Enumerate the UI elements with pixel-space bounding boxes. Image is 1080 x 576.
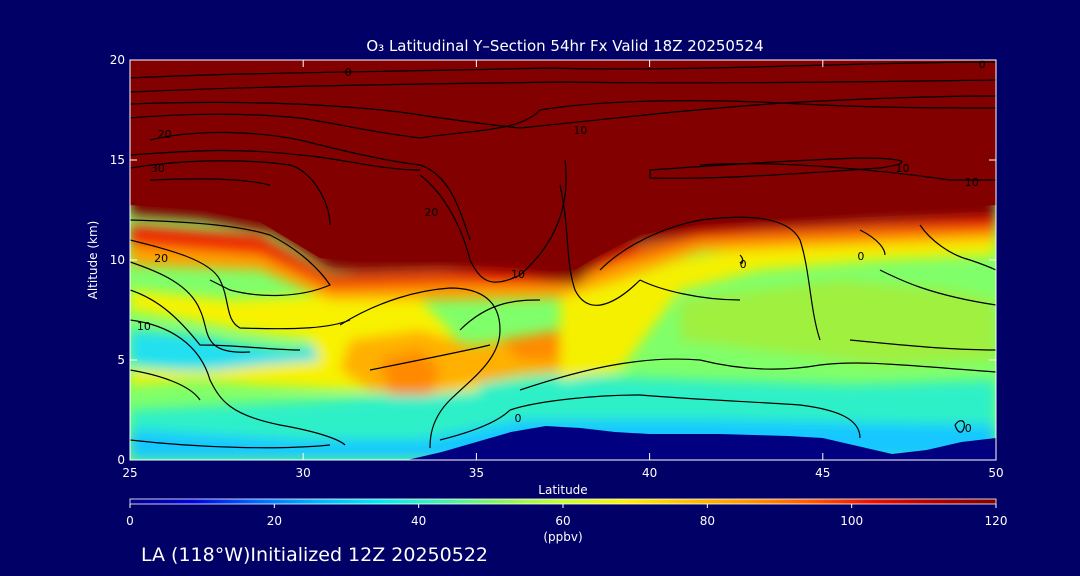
band-yellow-right bbox=[560, 235, 996, 380]
contour-line bbox=[149, 131, 471, 241]
band-cyan-left bbox=[130, 330, 330, 370]
plot-area: 0 10 10 10 0 20 30 20 20 10 10 0 0 0 0 bbox=[130, 58, 996, 460]
colorbar-tick-label: 80 bbox=[700, 514, 715, 528]
contour-line bbox=[130, 261, 251, 353]
stratosphere-core bbox=[130, 60, 996, 270]
colorbar-tick-label: 100 bbox=[840, 514, 863, 528]
contour-label: 10 bbox=[573, 124, 587, 137]
contour-line bbox=[419, 159, 567, 283]
contour-lines bbox=[130, 61, 996, 449]
contour-label: 20 bbox=[158, 128, 172, 141]
contour-line bbox=[739, 254, 744, 264]
contour-label: 30 bbox=[151, 162, 165, 175]
contour-line bbox=[130, 369, 201, 401]
colorbar-tick-label: 40 bbox=[411, 514, 426, 528]
x-tick-label: 45 bbox=[815, 466, 830, 480]
contour-line bbox=[130, 149, 421, 171]
contour-label-layer: 0 10 10 10 0 20 30 20 20 10 10 0 0 0 0 bbox=[137, 58, 986, 435]
band-red-upper bbox=[130, 218, 996, 288]
y-tick-label: 15 bbox=[110, 153, 125, 167]
contour-line bbox=[879, 269, 996, 306]
contour-line bbox=[130, 439, 331, 449]
y-axis: 0 5 10 15 20 bbox=[110, 53, 996, 467]
x-tick-label: 25 bbox=[122, 466, 137, 480]
y-tick-label: 5 bbox=[117, 353, 125, 367]
contour-line bbox=[509, 394, 861, 439]
contour-label: 20 bbox=[154, 252, 168, 265]
contour-line bbox=[699, 163, 996, 181]
x-tick-label: 50 bbox=[988, 466, 1003, 480]
contour-line bbox=[459, 299, 541, 331]
contour-line bbox=[130, 95, 996, 129]
x-axis: 25 30 35 40 45 50 bbox=[122, 60, 1004, 480]
footer-caption: LA (118°W)Initialized 12Z 20250522 bbox=[141, 544, 488, 566]
y-tick-label: 0 bbox=[117, 453, 125, 467]
contour-line bbox=[849, 339, 996, 351]
contour-line bbox=[954, 420, 965, 433]
colorbar-ticks: 0 20 40 60 80 100 120 bbox=[126, 504, 1007, 528]
x-tick-label: 30 bbox=[296, 466, 311, 480]
terrain-mask bbox=[130, 426, 996, 460]
colorbar-unit: (ppbv) bbox=[543, 530, 582, 544]
contour-line bbox=[130, 79, 996, 93]
contour-label: 0 bbox=[514, 412, 521, 425]
contour-label: 0 bbox=[345, 66, 352, 79]
y-axis-label: Altitude (km) bbox=[86, 221, 100, 300]
contour-line bbox=[439, 409, 511, 441]
contour-label: 20 bbox=[424, 206, 438, 219]
contour-line bbox=[130, 219, 331, 297]
contour-line bbox=[130, 100, 996, 139]
contour-label: 10 bbox=[965, 176, 979, 189]
contour-label: 0 bbox=[857, 250, 864, 263]
band-green-right bbox=[680, 280, 996, 365]
colorbar-tick-label: 0 bbox=[126, 514, 134, 528]
chart-title: O₃ Latitudinal Y–Section 54hr Fx Valid 1… bbox=[366, 37, 763, 55]
contour-line bbox=[130, 160, 331, 226]
contour-line bbox=[130, 319, 346, 446]
y-tick-label: 20 bbox=[110, 53, 125, 67]
colorbar-tick-label: 20 bbox=[267, 514, 282, 528]
y-tick-label: 10 bbox=[110, 253, 125, 267]
contour-line bbox=[639, 279, 741, 301]
x-axis-label: Latitude bbox=[538, 483, 587, 497]
contour-line bbox=[859, 229, 886, 256]
contour-line bbox=[130, 289, 301, 351]
band-darkorange-mid bbox=[380, 350, 440, 395]
contour-label: 10 bbox=[511, 268, 525, 281]
contour-line bbox=[519, 358, 996, 391]
band-orange-upper bbox=[130, 225, 996, 300]
contour-line bbox=[130, 61, 996, 79]
colorbar-tick-label: 60 bbox=[555, 514, 570, 528]
x-tick-label: 35 bbox=[469, 466, 484, 480]
contour-line bbox=[149, 178, 271, 186]
contour-label: 0 bbox=[965, 422, 972, 435]
contour-label: 10 bbox=[895, 162, 909, 175]
contour-line bbox=[599, 216, 821, 341]
contour-line bbox=[339, 287, 501, 449]
contour-line bbox=[369, 344, 491, 371]
colorbar bbox=[129, 498, 997, 505]
contour-line bbox=[919, 224, 996, 271]
x-tick-label: 40 bbox=[642, 466, 657, 480]
contour-line bbox=[559, 184, 641, 306]
contour-line bbox=[130, 239, 351, 330]
colorbar-tick-label: 120 bbox=[985, 514, 1008, 528]
contour-label: 0 bbox=[740, 258, 747, 271]
contour-label: 10 bbox=[137, 320, 151, 333]
contour-label: 0 bbox=[979, 58, 986, 71]
